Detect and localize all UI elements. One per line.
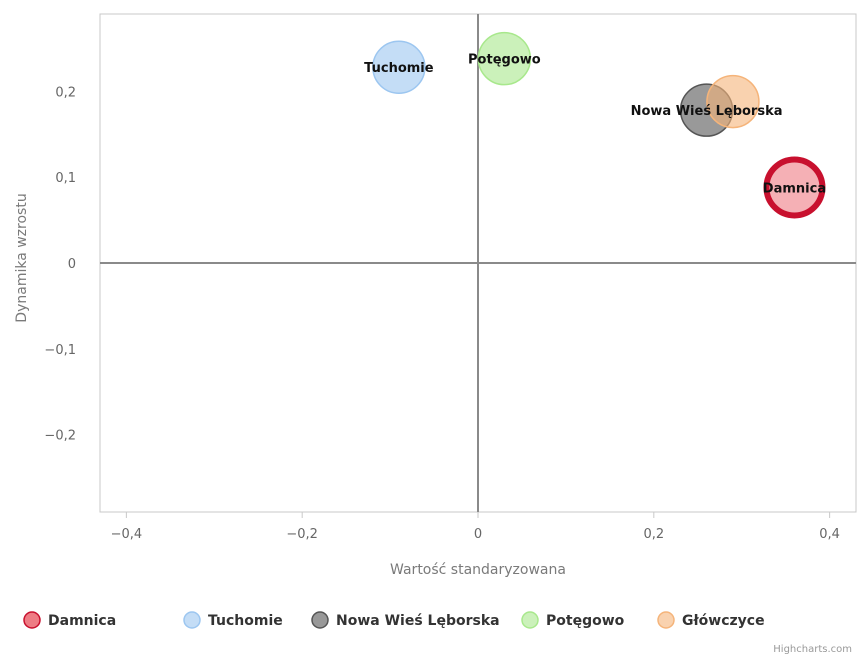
bubbles-layer	[372, 31, 826, 219]
legend-marker	[23, 611, 41, 629]
x-tick-label: 0	[474, 527, 482, 542]
bubble-label: Damnica	[763, 181, 826, 196]
legend-item[interactable]: Tuchomie	[183, 611, 283, 629]
x-tick-label: 0,4	[819, 527, 840, 542]
bubble-potęgowo[interactable]	[477, 31, 532, 86]
legend-label: Damnica	[48, 613, 116, 629]
credits-text[interactable]: Highcharts.com	[773, 644, 852, 655]
legend-item[interactable]: Nowa Wieś Lęborska	[311, 611, 500, 629]
bubble-tuchomie[interactable]	[372, 40, 426, 94]
y-tick-label: 0,2	[55, 85, 76, 100]
legend-label: Nowa Wieś Lęborska	[336, 613, 500, 629]
zero-lines	[100, 14, 856, 512]
legend-item[interactable]: Damnica	[23, 611, 116, 629]
legend-marker	[311, 611, 329, 629]
y-tick-label: −0,1	[44, 343, 76, 358]
bubble-główczyce[interactable]	[706, 74, 760, 129]
legend-item[interactable]: Potęgowo	[521, 611, 625, 629]
legend-marker	[657, 611, 675, 629]
legend-label: Tuchomie	[208, 613, 283, 629]
bubble-label: Tuchomie	[364, 61, 434, 76]
y-tick-label: 0	[68, 257, 76, 272]
y-axis-title: Dynamika wzrostu	[14, 193, 30, 322]
legend-marker	[183, 611, 201, 629]
bubble-label: Potęgowo	[468, 53, 541, 68]
x-tick-label: 0,2	[643, 527, 664, 542]
bubble-labels-layer: Damnica Tuchomie Nowa Wieś Lęborska Potęgow…	[364, 53, 826, 197]
y-axis-ticks: −0,2 −0,1 0 0,1 0,2	[44, 85, 76, 443]
bubble-damnica[interactable]	[763, 156, 826, 219]
legend-marker	[521, 611, 539, 629]
x-axis-ticks: −0,4 −0,2 0 0,2 0,4	[111, 512, 840, 542]
bubble-label: Nowa Wieś Lęborska	[631, 104, 783, 119]
y-tick-label: 0,1	[55, 171, 76, 186]
x-axis-title: Wartość standaryzowana	[390, 562, 566, 578]
y-tick-label: −0,2	[44, 429, 76, 444]
legend-label: Główczyce	[682, 613, 765, 629]
x-tick-label: −0,4	[111, 527, 143, 542]
x-tick-label: −0,2	[286, 527, 318, 542]
legend-label: Potęgowo	[546, 613, 625, 629]
legend: Damnica Tuchomie Nowa Wieś Lęborska Potęgow…	[23, 611, 765, 629]
legend-item[interactable]: Główczyce	[657, 611, 765, 629]
